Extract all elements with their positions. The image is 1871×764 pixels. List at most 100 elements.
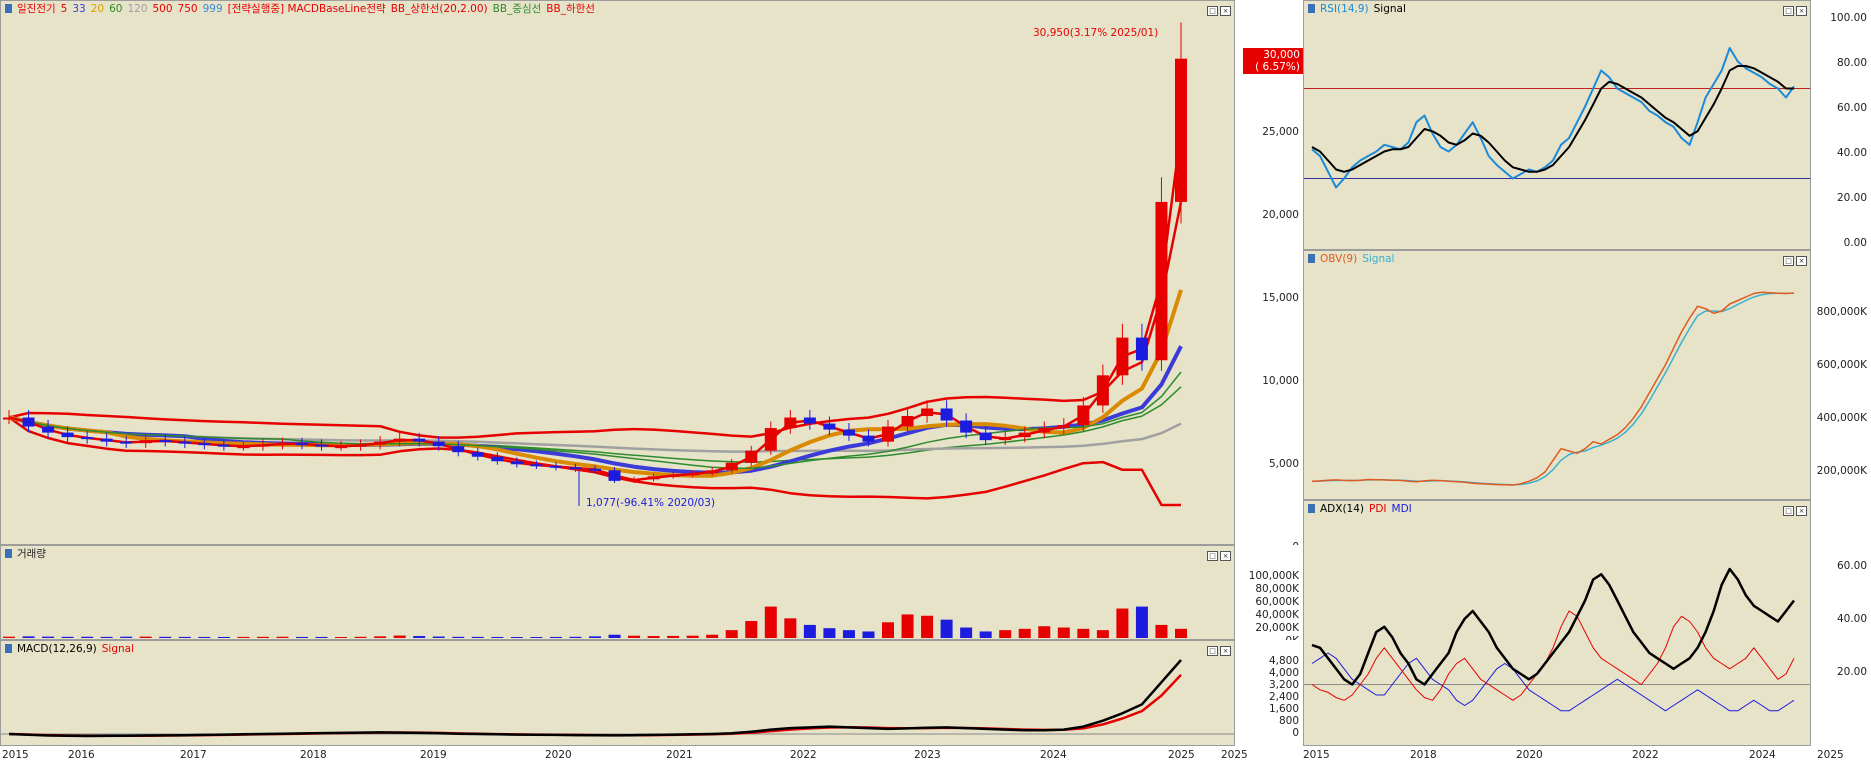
close-icon[interactable]: ×	[1796, 256, 1807, 266]
panel-handle-icon[interactable]	[5, 4, 12, 13]
volume-bar	[1175, 628, 1187, 638]
panel-handle-icon[interactable]	[5, 549, 12, 558]
panel-handle-icon[interactable]	[1308, 4, 1315, 13]
x-tick: 2020	[545, 749, 572, 761]
candle-body	[1077, 405, 1090, 426]
adx-y-tick: 20.00	[1836, 666, 1867, 678]
obv-y-axis[interactable]: 800,000K 600,000K 400,000K 200,000K	[1811, 250, 1871, 500]
candle-body	[999, 437, 1012, 441]
candle-body	[471, 452, 484, 457]
candle-body	[530, 464, 543, 467]
close-icon[interactable]: ×	[1220, 6, 1231, 16]
volume-bar	[1018, 628, 1031, 638]
macd-y-tick: 2,400	[1268, 691, 1299, 703]
volume-bar	[315, 636, 328, 638]
adx-title: ADX(14)	[1320, 503, 1365, 515]
obv-chart[interactable]	[1304, 251, 1811, 500]
volume-bar	[901, 614, 914, 638]
x-tick: 2022	[1632, 749, 1659, 761]
legend-item[interactable]: 5	[60, 3, 68, 15]
volume-bar	[100, 636, 113, 638]
rsi-y-axis[interactable]: 100.00 80.00 60.00 40.00 20.00 0.00	[1811, 0, 1871, 250]
volume-bar	[374, 636, 387, 638]
close-icon[interactable]: ×	[1220, 646, 1231, 656]
macd-panel[interactable]: MACD(12,26,9) Signal □ ×	[0, 640, 1235, 746]
volume-bar	[510, 637, 523, 638]
candle-body	[1135, 337, 1148, 361]
adx-chart[interactable]	[1304, 501, 1811, 746]
macd-signal-label: Signal	[101, 643, 135, 655]
candle-body	[217, 444, 230, 447]
candle-body	[608, 470, 621, 481]
price-y-axis[interactable]: 25,000 20,000 15,000 10,000 5,000 0 30,000 ( …	[1235, 0, 1303, 545]
legend-item[interactable]: 20	[90, 3, 105, 15]
candle-body	[81, 437, 94, 440]
legend-item[interactable]: 60	[109, 3, 123, 15]
adx-y-axis[interactable]: 60.00 40.00 20.00	[1811, 500, 1871, 746]
legend-item[interactable]: 33	[72, 3, 86, 15]
macd-y-axis[interactable]: 4,800 4,000 3,200 2,400 1,600 800 0	[1235, 640, 1303, 746]
rsi-chart[interactable]	[1304, 1, 1811, 250]
close-icon[interactable]: ×	[1220, 551, 1231, 561]
maximize-icon[interactable]: □	[1207, 646, 1218, 656]
legend-item[interactable]: 999	[202, 3, 223, 15]
price-panel[interactable]: 일진전기 5 33 20 60 120 500 750 999 [전략실행중] MACDBaseL…	[0, 0, 1235, 545]
volume-bar	[530, 637, 543, 638]
candle-body	[510, 461, 523, 465]
candle-body	[198, 443, 211, 446]
panel-window-buttons: □ ×	[1205, 3, 1231, 16]
volume-title: 거래량	[17, 548, 46, 560]
right-x-axis[interactable]: 2015 2018 2020 2022 2024 2025	[1303, 746, 1871, 764]
volume-bar	[823, 628, 836, 638]
maximize-icon[interactable]: □	[1783, 506, 1794, 516]
candle-body	[42, 426, 55, 433]
x-tick: 2021	[666, 749, 693, 761]
panel-handle-icon[interactable]	[5, 644, 12, 653]
legend-item[interactable]: 750	[177, 3, 198, 15]
legend-item[interactable]: BB_하한선	[546, 3, 595, 15]
adx-panel[interactable]: ADX(14) PDI MDI □ ×	[1303, 500, 1811, 746]
adx-legend: ADX(14) PDI MDI	[1308, 503, 1417, 515]
x-tick: 2020	[1516, 749, 1543, 761]
volume-y-tick: 20,000K	[1255, 622, 1299, 634]
volume-bar	[882, 622, 894, 638]
price-y-tick: 0	[1292, 541, 1299, 545]
maximize-icon[interactable]: □	[1207, 551, 1218, 561]
legend-item[interactable]: 500	[152, 3, 173, 15]
x-tick: 2018	[1410, 749, 1437, 761]
close-icon[interactable]: ×	[1796, 506, 1807, 516]
main-x-axis[interactable]: 2015 2016 2017 2018 2019 2020 2021 2022 2023 2024…	[0, 746, 1303, 764]
candle-body	[569, 467, 582, 470]
candle-body	[823, 423, 836, 430]
legend-item[interactable]: BB_중심선	[492, 3, 542, 15]
volume-bar	[1116, 608, 1129, 638]
legend-item[interactable]: 120	[127, 3, 148, 15]
volume-panel[interactable]: 거래량 □ ×	[0, 545, 1235, 640]
rsi-panel[interactable]: RSI(14,9) Signal □ ×	[1303, 0, 1811, 250]
close-icon[interactable]: ×	[1796, 6, 1807, 16]
x-tick: 2022	[790, 749, 817, 761]
volume-bar	[745, 620, 758, 638]
candle-body	[647, 476, 660, 480]
candle-body	[1038, 428, 1051, 433]
maximize-icon[interactable]: □	[1207, 6, 1218, 16]
macd-chart[interactable]	[1, 641, 1235, 746]
legend-item[interactable]: [전략실행중] MACDBaseLine전략	[227, 3, 386, 15]
volume-bar	[569, 636, 582, 638]
panel-handle-icon[interactable]	[1308, 254, 1315, 263]
volume-chart[interactable]	[1, 546, 1235, 640]
legend-item[interactable]: 일진전기	[17, 3, 56, 15]
volume-bar	[432, 636, 445, 638]
price-y-tick: 15,000	[1262, 292, 1299, 304]
volume-bar	[1077, 628, 1090, 638]
price-chart[interactable]	[1, 1, 1235, 545]
candle-body	[1018, 432, 1031, 438]
volume-bar	[784, 618, 797, 638]
maximize-icon[interactable]: □	[1783, 256, 1794, 266]
legend-item[interactable]: BB_상한선(20,2.00)	[390, 3, 488, 15]
obv-panel[interactable]: OBV(9) Signal □ ×	[1303, 250, 1811, 500]
maximize-icon[interactable]: □	[1783, 6, 1794, 16]
candle-body	[667, 474, 680, 477]
panel-handle-icon[interactable]	[1308, 504, 1315, 513]
